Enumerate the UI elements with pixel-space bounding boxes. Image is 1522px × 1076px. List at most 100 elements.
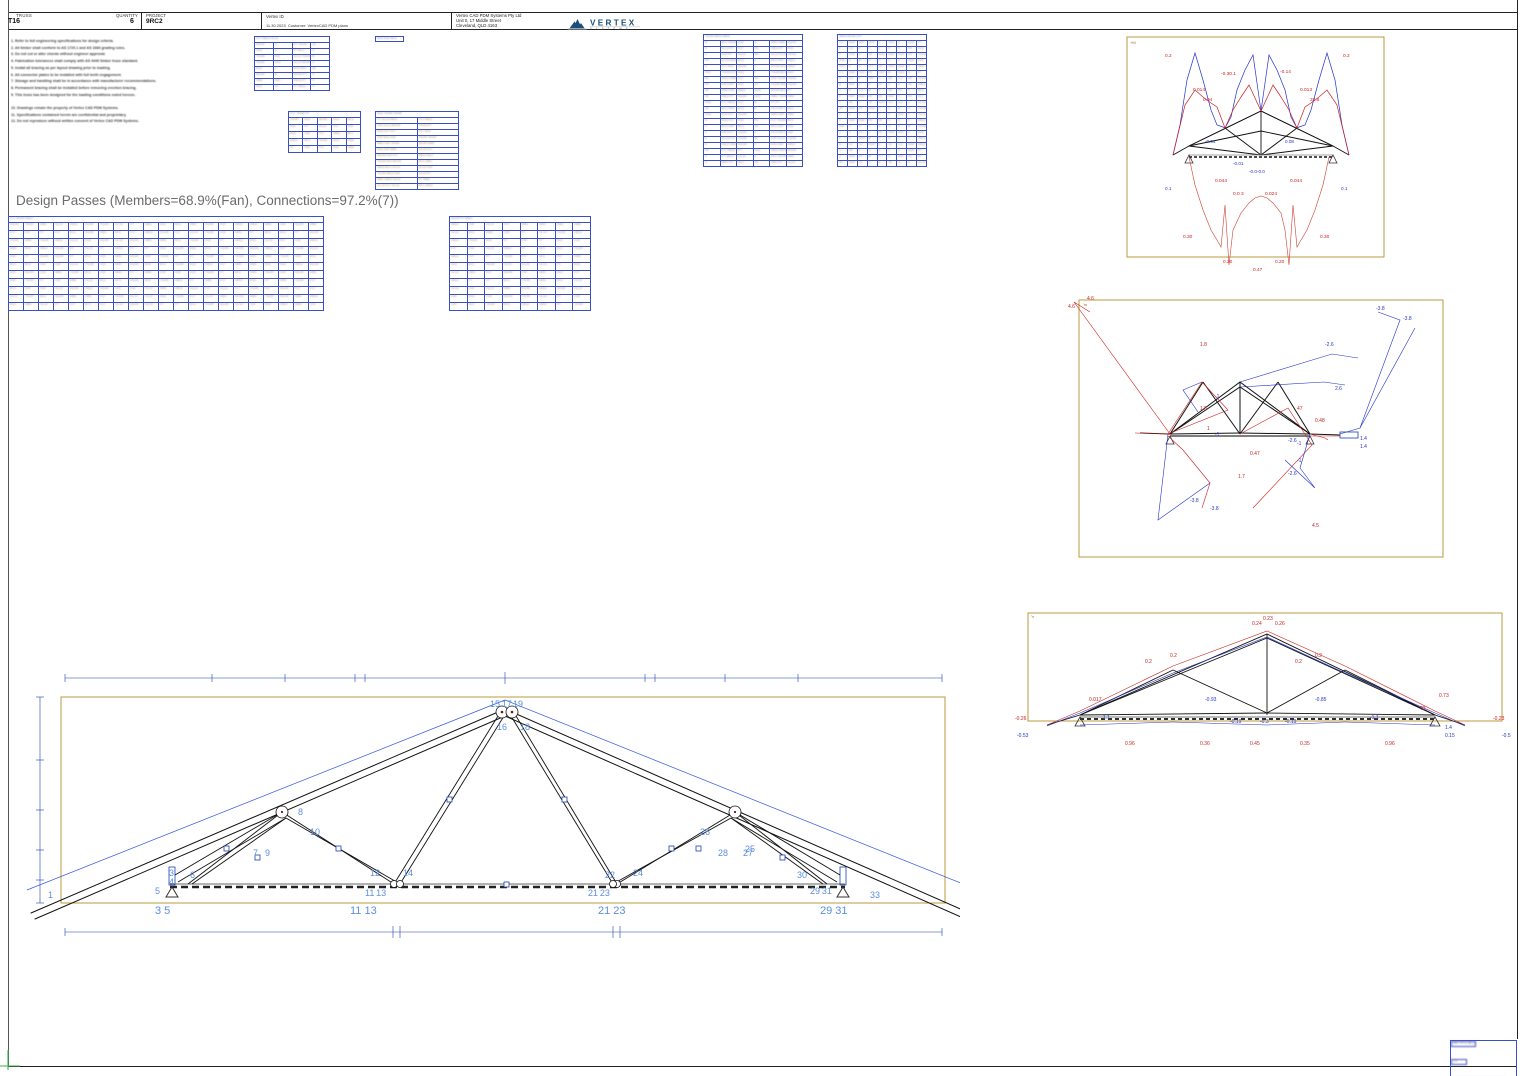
svg-text:0.1: 0.1 (1341, 186, 1348, 191)
svg-text:0.20: 0.20 (1223, 259, 1233, 265)
svg-text:25: 25 (745, 844, 755, 854)
svg-text:-0.93: -0.93 (1205, 697, 1217, 703)
svg-text:0.0 3: 0.0 3 (1233, 191, 1244, 197)
svg-text:-1: -1 (1215, 394, 1220, 400)
svg-text:-2.6: -2.6 (1288, 471, 1297, 477)
svg-text:5: 5 (155, 886, 160, 896)
svg-text:0.47: 0.47 (1250, 451, 1260, 457)
svg-text:33.6: 33.6 (1310, 97, 1320, 103)
svg-text:0.2: 0.2 (1343, 53, 1350, 59)
svg-text:0.48: 0.48 (1315, 418, 1325, 424)
svg-text:-0.53: -0.53 (1017, 733, 1029, 739)
svg-text:22: 22 (605, 870, 615, 880)
svg-text:3 5: 3 5 (155, 905, 170, 917)
svg-text:-1.1: -1.1 (1370, 715, 1379, 721)
svg-text:30: 30 (797, 870, 807, 880)
svg-text:0.044: 0.044 (1215, 178, 1227, 184)
svg-text:-1: -1 (1297, 458, 1302, 464)
svg-text:0.96: 0.96 (1125, 741, 1135, 747)
svg-text:-0.01: -0.01 (1233, 161, 1244, 166)
svg-text:0.1: 0.1 (1165, 186, 1172, 191)
svg-text:11 13: 11 13 (365, 888, 386, 898)
svg-text:19: 19 (513, 699, 523, 709)
svg-text:-0.19: -0.19 (1285, 719, 1297, 725)
svg-text:-2.6: -2.6 (1325, 342, 1334, 348)
svg-text:VERTEX: VERTEX (590, 19, 637, 28)
svg-text:-0.04: -0.04 (1205, 139, 1216, 144)
svg-text:-1: -1 (1215, 432, 1220, 438)
svg-text:24: 24 (633, 868, 643, 878)
svg-text:1.4: 1.4 (1360, 436, 1367, 442)
svg-text:4.6: 4.6 (1068, 304, 1075, 310)
svg-text:1.8: 1.8 (1200, 406, 1207, 412)
svg-text:14: 14 (403, 868, 413, 878)
svg-text:0.96: 0.96 (1385, 741, 1395, 747)
svg-text:1.8: 1.8 (1200, 342, 1207, 348)
svg-text:28: 28 (718, 848, 728, 858)
svg-text:1: 1 (1207, 426, 1210, 432)
svg-text:0.044: 0.044 (1290, 178, 1302, 184)
svg-text:0.017: 0.017 (1089, 697, 1102, 703)
svg-text:10: 10 (310, 827, 320, 837)
svg-text:2.6: 2.6 (1335, 386, 1342, 392)
svg-text:4.5: 4.5 (1312, 523, 1319, 529)
svg-text:0.24: 0.24 (1252, 621, 1262, 627)
svg-text:0.35: 0.35 (1300, 741, 1310, 747)
svg-text:0.2: 0.2 (1315, 653, 1322, 659)
svg-text:"n: "n (1031, 615, 1034, 619)
svg-text:0.20: 0.20 (1275, 259, 1285, 265)
svg-text:26: 26 (700, 827, 710, 837)
svg-text:4: 4 (169, 877, 174, 887)
svg-text:-0.26: -0.26 (1015, 716, 1027, 722)
svg-text:0.024: 0.024 (1265, 191, 1277, 197)
svg-text:S Y S T E M S: S Y S T E M S (590, 28, 629, 30)
svg-text:18: 18 (520, 722, 530, 732)
svg-text:-0.0-0.0: -0.0-0.0 (1249, 169, 1265, 174)
svg-text:0.30: 0.30 (1183, 234, 1193, 240)
svg-text:4.6: 4.6 (1087, 296, 1094, 302)
svg-text:16: 16 (497, 722, 507, 732)
svg-text:-0.19: -0.19 (1230, 719, 1242, 725)
svg-text:-0.3: -0.3 (1260, 719, 1269, 725)
svg-text:-3.8: -3.8 (1210, 506, 1219, 512)
svg-text:1.1: 1.1 (1103, 715, 1110, 721)
svg-text:-0.30.1: -0.30.1 (1221, 71, 1236, 77)
svg-text:0.23: 0.23 (1263, 616, 1273, 622)
svg-text:-0.5: -0.5 (1502, 733, 1511, 739)
svg-text:6: 6 (190, 870, 195, 880)
svg-text:0.26: 0.26 (1275, 621, 1285, 627)
svg-text:33: 33 (870, 890, 880, 900)
svg-text:47: 47 (1297, 406, 1303, 412)
svg-text:0.2: 0.2 (1145, 659, 1152, 665)
svg-text:29 31: 29 31 (810, 886, 832, 896)
svg-text:0.15: 0.15 (1445, 733, 1455, 739)
svg-text:0.014: 0.014 (1193, 87, 1205, 93)
svg-text:9: 9 (265, 848, 270, 858)
svg-text:0.73: 0.73 (1439, 693, 1449, 699)
svg-text:'m: 'm (1083, 302, 1088, 307)
svg-text:1.4: 1.4 (1445, 725, 1452, 731)
svg-text:21 23: 21 23 (598, 905, 626, 917)
svg-text:12: 12 (370, 868, 380, 878)
svg-text:11 13: 11 13 (350, 905, 377, 917)
svg-text:29 31: 29 31 (820, 905, 848, 917)
svg-text:-3.8: -3.8 (1403, 316, 1412, 322)
svg-text:15 17: 15 17 (490, 699, 512, 709)
svg-text:+M: +M (1130, 40, 1136, 45)
svg-text:-3.8: -3.8 (1376, 306, 1385, 312)
svg-text:0.36: 0.36 (1200, 741, 1210, 747)
svg-text:-3.8: -3.8 (1190, 498, 1199, 504)
svg-text:0.2: 0.2 (1165, 53, 1172, 59)
svg-text:1: 1 (48, 890, 53, 900)
svg-text:0.47: 0.47 (1253, 267, 1263, 273)
svg-text:7: 7 (253, 848, 258, 858)
svg-text:8: 8 (298, 807, 303, 817)
svg-text:-0.14: -0.14 (1280, 69, 1291, 75)
svg-text:21 23: 21 23 (588, 888, 610, 898)
svg-text:0.2: 0.2 (1295, 659, 1302, 665)
svg-text:0.45: 0.45 (1250, 741, 1260, 747)
svg-text:0.30: 0.30 (1320, 234, 1330, 240)
svg-text:0.04: 0.04 (1203, 97, 1213, 103)
svg-text:1.4: 1.4 (1360, 444, 1367, 450)
svg-text:-1: -1 (1297, 441, 1302, 447)
